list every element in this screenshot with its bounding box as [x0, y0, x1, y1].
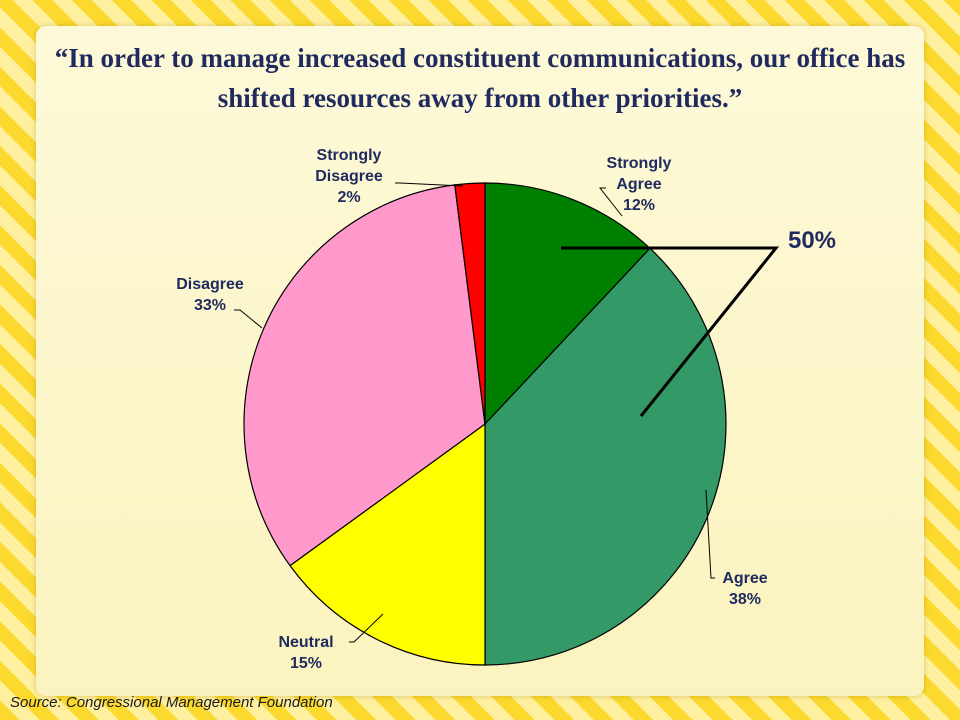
slice-label-agree: Agree 38%	[722, 570, 767, 608]
combined-annotation-line	[561, 246, 780, 417]
slice-label-disagree: Disagree 33%	[176, 276, 244, 314]
leader-line-strongly-agree	[598, 187, 623, 217]
leader-line-agree	[705, 489, 715, 579]
pie-slice-strongly-disagree	[454, 182, 486, 425]
slice-label-strongly-disagree: Strongly Disagree 2%	[315, 147, 383, 206]
combined-annotation-label: 50%	[788, 227, 836, 254]
leader-line-neutral	[349, 613, 384, 643]
source-note: Source: Congressional Management Foundat…	[10, 694, 333, 711]
chart-title: “In order to manage increased constituen…	[54, 43, 906, 113]
pie-slice-agree	[484, 247, 727, 666]
leader-line-disagree	[234, 309, 263, 329]
leader-line-strongly-disagree	[395, 182, 464, 187]
slice-label-neutral: Neutral 15%	[278, 634, 333, 672]
pie-slice-strongly-agree	[484, 182, 651, 426]
pie-slice-disagree	[243, 184, 486, 567]
slice-label-strongly-agree: Strongly Agree 12%	[607, 155, 672, 214]
pie-slice-neutral	[289, 422, 486, 666]
